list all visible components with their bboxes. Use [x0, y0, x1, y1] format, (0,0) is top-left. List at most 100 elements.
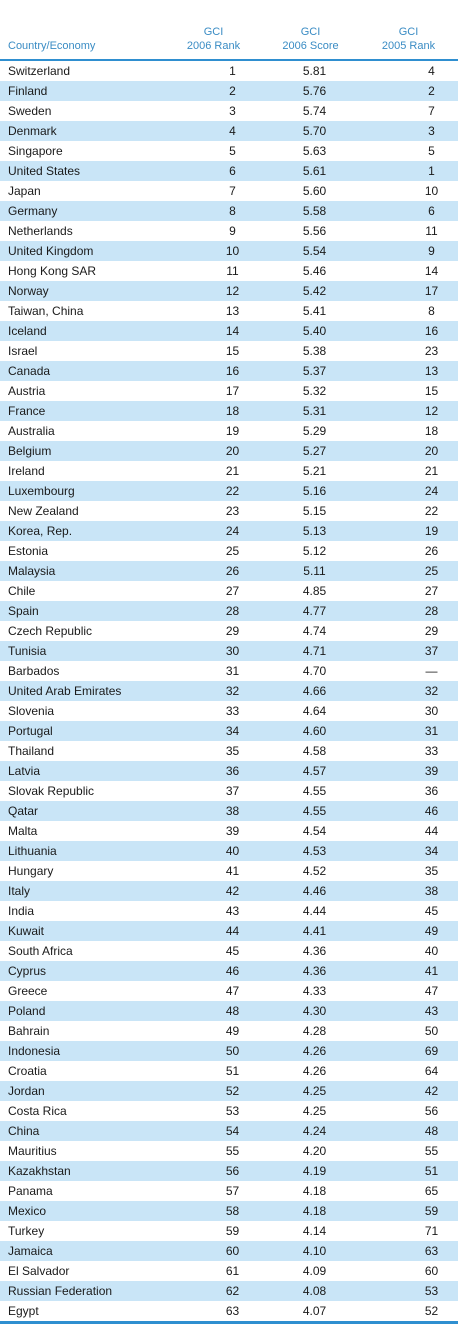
score-2006-cell: 5.42 [262, 281, 359, 301]
rank-2005-cell: 51 [359, 1161, 458, 1181]
table-row: Greece 47 4.33 47 [0, 981, 458, 1001]
score-2006-cell: 5.27 [262, 441, 359, 461]
score-2006-cell: 5.74 [302, 104, 327, 118]
table-row: Indonesia 50 4.26 69 [0, 1041, 458, 1061]
score-2006-cell: 5.81 [302, 64, 327, 78]
rank-2005-cell: 7 [428, 104, 435, 118]
score-2006-cell: 5.56 [302, 224, 327, 238]
rank-2005-cell: 33 [424, 744, 439, 758]
score-2006-cell: 4.25 [262, 1081, 359, 1101]
table-row: Austria 17 5.32 15 [0, 381, 458, 401]
score-2006-cell: 5.46 [302, 264, 327, 278]
rank-2005-cell: 48 [359, 1121, 458, 1141]
country-cell: Belgium [0, 441, 165, 461]
table-row: Lithuania 40 4.53 34 [0, 841, 458, 861]
rank-2006-cell: 14 [165, 321, 262, 341]
table-row: Hungary 41 4.52 35 [0, 861, 458, 881]
country-cell: Spain [0, 601, 165, 621]
rank-2005-cell: 23 [424, 344, 439, 358]
score-2006-cell: 4.64 [302, 704, 327, 718]
country-cell: Estonia [8, 544, 49, 558]
rank-2005-cell: 13 [359, 361, 458, 381]
table-row: Mexico 58 4.18 59 [0, 1201, 458, 1221]
rank-2005-cell: 3 [359, 121, 458, 141]
rank-2005-cell: 25 [359, 561, 458, 581]
score-2006-cell: 5.16 [262, 481, 359, 501]
rank-2005-cell: 14 [424, 264, 439, 278]
country-column-header: Country/Economy [0, 0, 165, 61]
table-row: Poland 48 4.30 43 [0, 1001, 458, 1021]
score-2006-cell: 4.36 [302, 944, 327, 958]
country-cell: Sweden [8, 104, 52, 118]
rank-2005-cell: 24 [359, 481, 458, 501]
rank-2006-cell: 62 [165, 1281, 262, 1301]
rank-2006-cell: 37 [225, 784, 240, 798]
rank-2005-cell: 44 [424, 824, 439, 838]
country-cell: China [0, 1121, 165, 1141]
score-2006-cell: 4.66 [262, 681, 359, 701]
table-row: Denmark 4 5.70 3 [0, 121, 458, 141]
rank-2005-cell: 69 [359, 1041, 458, 1061]
score-2006-cell: 5.31 [262, 401, 359, 421]
rank-2005-cell: 37 [359, 641, 458, 661]
score-2006-cell: 5.15 [302, 504, 327, 518]
country-cell: Thailand [8, 744, 55, 758]
rank-2006-cell: 48 [165, 1001, 262, 1021]
rank-2005-cell: 15 [424, 384, 439, 398]
rank-2005-cell: 59 [359, 1201, 458, 1221]
score-2006-cell: 4.44 [302, 904, 327, 918]
rank-2005-cell: 9 [359, 241, 458, 261]
rank-2006-cell: 4 [165, 121, 262, 141]
rank-2005-cell: 55 [424, 1144, 439, 1158]
rank-2005-cell: 1 [359, 161, 458, 181]
rank-2006-cell: 12 [165, 281, 262, 301]
score-2006-column-header: GCI 2006 Score [262, 0, 359, 61]
table-row: United Arab Emirates 32 4.66 32 [0, 681, 458, 701]
rank-2005-cell: 4 [428, 64, 435, 78]
score-2006-cell: 5.70 [262, 121, 359, 141]
country-cell: Portugal [0, 721, 165, 741]
header-row: Country/Economy GCI 2006 Rank GCI 2006 S… [0, 0, 458, 61]
rank-2005-cell: 46 [359, 801, 458, 821]
rank-2006-cell: 41 [225, 864, 240, 878]
rank-2005-header-line-2: 2005 Rank [381, 40, 436, 52]
rank-2006-cell: 38 [165, 801, 262, 821]
score-2006-cell: 4.77 [262, 601, 359, 621]
country-cell: Slovenia [8, 704, 55, 718]
rank-2006-cell: 10 [165, 241, 262, 261]
score-2006-cell: 4.60 [262, 721, 359, 741]
rank-2005-cell: 21 [424, 464, 439, 478]
rank-2005-cell: 32 [359, 681, 458, 701]
table-row: Finland 2 5.76 2 [0, 81, 458, 101]
country-cell: Norway [0, 281, 165, 301]
table-row: Czech Republic 29 4.74 29 [0, 621, 458, 641]
score-2006-cell: 5.63 [302, 144, 327, 158]
table-row: United States 6 5.61 1 [0, 161, 458, 181]
score-2006-cell: 4.71 [262, 641, 359, 661]
table-row: Switzerland 1 5.81 4 [0, 60, 458, 81]
rank-2005-cell: 29 [424, 624, 439, 638]
rank-2006-cell: 53 [225, 1104, 240, 1118]
table-row: France 18 5.31 12 [0, 401, 458, 421]
table-row: Chile 27 4.85 27 [0, 581, 458, 601]
rank-2006-cell: 58 [165, 1201, 262, 1221]
table-row: Turkey 59 4.14 71 [0, 1221, 458, 1241]
rank-2006-cell: 6 [165, 161, 262, 181]
table-row: Spain 28 4.77 28 [0, 601, 458, 621]
rank-2005-cell: 27 [424, 584, 439, 598]
rank-2006-cell: 22 [165, 481, 262, 501]
rank-2006-cell: 16 [165, 361, 262, 381]
rank-2005-cell: 71 [424, 1224, 439, 1238]
table-row: Jordan 52 4.25 42 [0, 1081, 458, 1101]
table-row: Panama 57 4.18 65 [0, 1181, 458, 1201]
score-2006-cell: 4.57 [262, 761, 359, 781]
rank-2006-cell: 20 [165, 441, 262, 461]
score-2006-cell: 4.26 [262, 1041, 359, 1061]
rank-2005-cell: 42 [359, 1081, 458, 1101]
rank-2005-cell: 8 [428, 304, 435, 318]
table-row: Norway 12 5.42 17 [0, 281, 458, 301]
score-2006-cell: 4.28 [302, 1024, 327, 1038]
table-row: Hong Kong SAR 11 5.46 14 [0, 261, 458, 281]
table-row: United Kingdom 10 5.54 9 [0, 241, 458, 261]
table-row: El Salvador 61 4.09 60 [0, 1261, 458, 1281]
